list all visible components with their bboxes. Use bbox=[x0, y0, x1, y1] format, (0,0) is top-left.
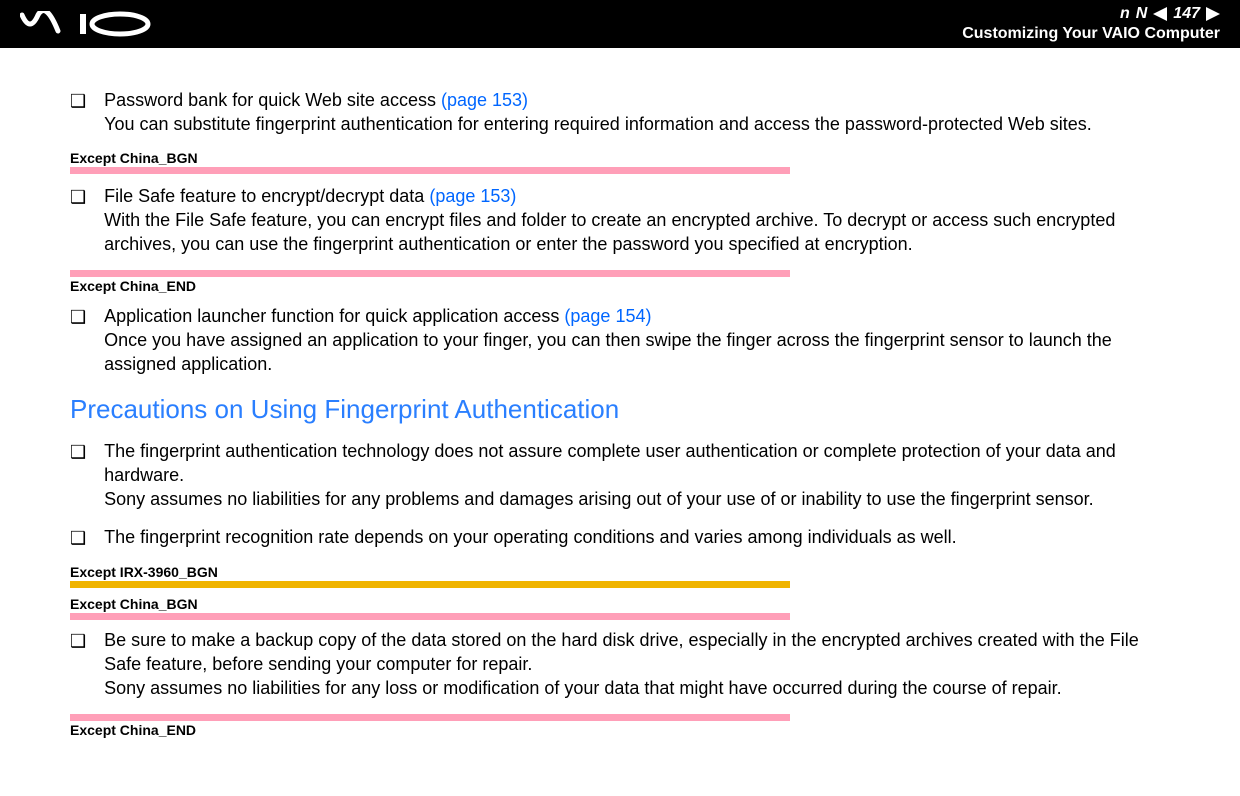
item-text: You can substitute fingerprint authentic… bbox=[104, 114, 1092, 134]
item-text: With the File Safe feature, you can encr… bbox=[104, 210, 1115, 254]
header-right: n N 147 Customizing Your VAIO Computer bbox=[962, 5, 1220, 43]
region-marker: Except China_END bbox=[70, 270, 1170, 294]
list-item: ❑ Password bank for quick Web site acces… bbox=[70, 88, 1170, 136]
bullet-icon: ❑ bbox=[70, 629, 86, 653]
marker-bar bbox=[70, 613, 790, 620]
marker-label: Except China_BGN bbox=[70, 150, 1170, 166]
marker-bar bbox=[70, 714, 790, 721]
list-item-body: The fingerprint authentication technolog… bbox=[104, 439, 1170, 511]
list-item: ❑ Be sure to make a backup copy of the d… bbox=[70, 628, 1170, 700]
bullet-icon: ❑ bbox=[70, 305, 86, 329]
list-item: ❑ The fingerprint recognition rate depen… bbox=[70, 525, 1170, 550]
item-title: Application launcher function for quick … bbox=[104, 306, 564, 326]
page-number: 147 bbox=[1173, 5, 1200, 23]
next-page-arrow-icon[interactable] bbox=[1206, 7, 1220, 21]
page-ref-link[interactable]: (page 153) bbox=[429, 186, 516, 206]
page-ref-link[interactable]: (page 154) bbox=[564, 306, 651, 326]
list-item-body: Application launcher function for quick … bbox=[104, 304, 1170, 376]
marker-label: Except China_END bbox=[70, 722, 1170, 738]
marker-bar bbox=[70, 167, 790, 174]
marker-label: Except China_END bbox=[70, 278, 1170, 294]
precaution-text: Sony assumes no liabilities for any loss… bbox=[104, 678, 1062, 698]
marker-bar bbox=[70, 581, 790, 588]
list-item: ❑ The fingerprint authentication technol… bbox=[70, 439, 1170, 511]
page-nav: n N 147 bbox=[962, 5, 1220, 23]
bullet-icon: ❑ bbox=[70, 185, 86, 209]
item-title: Password bank for quick Web site access bbox=[104, 90, 441, 110]
page-header: n N 147 Customizing Your VAIO Computer bbox=[0, 0, 1240, 48]
list-item: ❑ Application launcher function for quic… bbox=[70, 304, 1170, 376]
region-marker: Except China_END bbox=[70, 714, 1170, 738]
marker-label: Except IRX-3960_BGN bbox=[70, 564, 1170, 580]
bullet-icon: ❑ bbox=[70, 526, 86, 550]
page-content: ❑ Password bank for quick Web site acces… bbox=[0, 48, 1240, 768]
bullet-icon: ❑ bbox=[70, 440, 86, 464]
precaution-text: Sony assumes no liabilities for any prob… bbox=[104, 489, 1094, 509]
precaution-text: The fingerprint authentication technolog… bbox=[104, 441, 1116, 485]
item-text: Once you have assigned an application to… bbox=[104, 330, 1112, 374]
page-ref-link[interactable]: (page 153) bbox=[441, 90, 528, 110]
region-marker: Except China_BGN bbox=[70, 150, 1170, 174]
list-item-body: Be sure to make a backup copy of the dat… bbox=[104, 628, 1170, 700]
vaio-logo-svg bbox=[20, 11, 160, 37]
precaution-text: Be sure to make a backup copy of the dat… bbox=[104, 630, 1139, 674]
section-title: Customizing Your VAIO Computer bbox=[962, 25, 1220, 43]
section-heading: Precautions on Using Fingerprint Authent… bbox=[70, 394, 1170, 425]
prev-page-arrow-icon[interactable] bbox=[1153, 7, 1167, 21]
region-marker: Except China_BGN bbox=[70, 596, 1170, 620]
item-title: File Safe feature to encrypt/decrypt dat… bbox=[104, 186, 429, 206]
list-item-body: File Safe feature to encrypt/decrypt dat… bbox=[104, 184, 1170, 256]
region-marker-stack: Except IRX-3960_BGN Except China_BGN bbox=[70, 564, 1170, 620]
list-item-body: The fingerprint recognition rate depends… bbox=[104, 525, 1170, 549]
bullet-icon: ❑ bbox=[70, 89, 86, 113]
region-marker: Except IRX-3960_BGN bbox=[70, 564, 1170, 588]
list-item-body: Password bank for quick Web site access … bbox=[104, 88, 1170, 136]
precaution-text: The fingerprint recognition rate depends… bbox=[104, 527, 957, 547]
vaio-logo bbox=[20, 11, 160, 37]
list-item: ❑ File Safe feature to encrypt/decrypt d… bbox=[70, 184, 1170, 256]
marker-label: Except China_BGN bbox=[70, 596, 1170, 612]
marker-bar bbox=[70, 270, 790, 277]
